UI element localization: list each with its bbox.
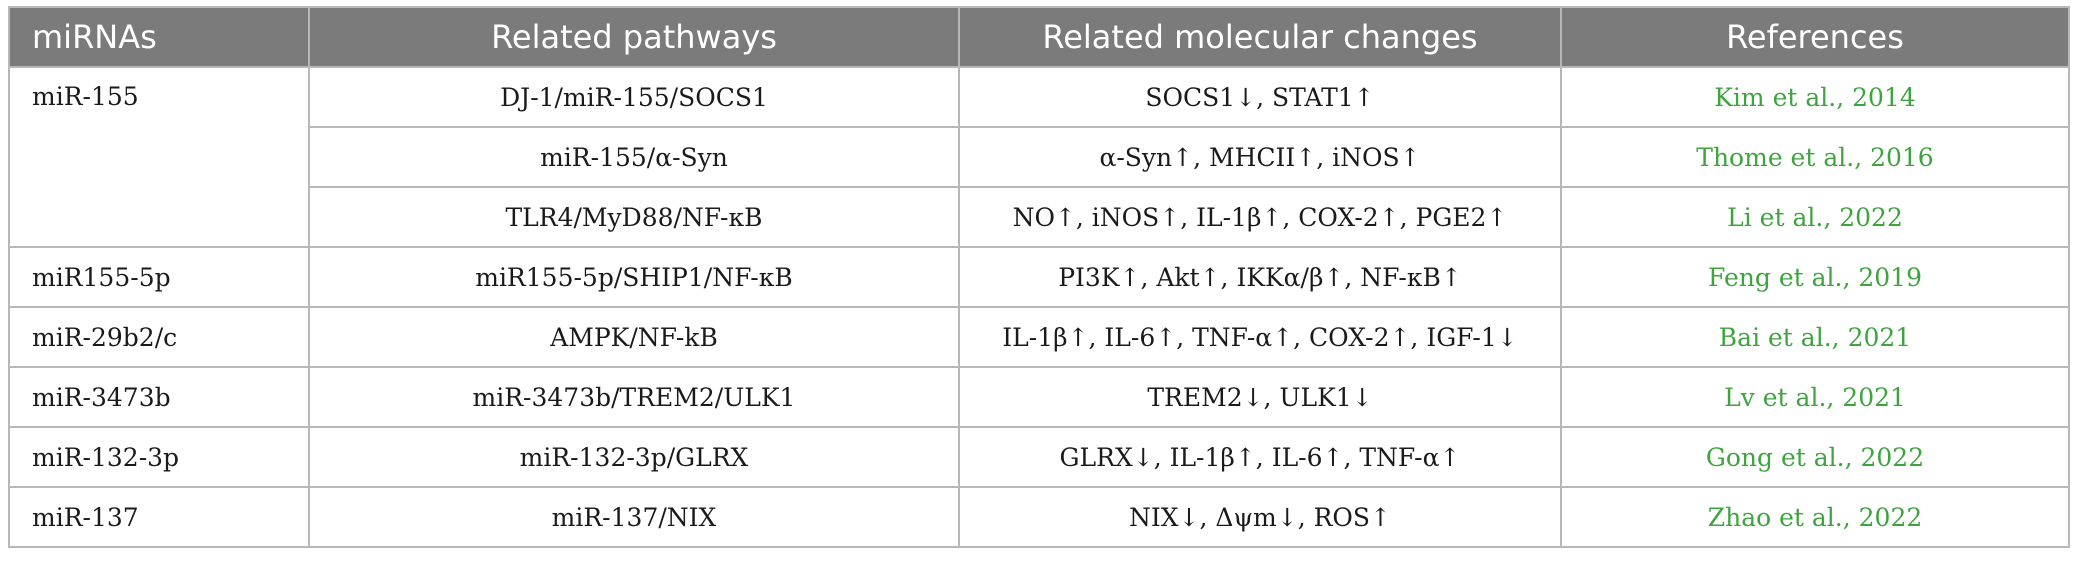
- changes-cell: PI3K↑, Akt↑, IKKα/β↑, NF-κB↑: [958, 246, 1562, 308]
- pathway-cell: TLR4/MyD88/NF-κB: [308, 186, 960, 248]
- mirna-table: miRNAs Related pathways Related molecula…: [8, 6, 2070, 548]
- pathway-cell: miR-132-3p/GLRX: [308, 426, 960, 488]
- reference-year-link[interactable]: 2019: [1858, 262, 1922, 292]
- reference-cell: Zhao et al., 2022: [1560, 486, 2070, 548]
- reference-year-link[interactable]: 2014: [1852, 82, 1916, 112]
- mirna-cell: miR155-5p: [8, 246, 310, 308]
- changes-cell: NO↑, iNOS↑, IL-1β↑, COX-2↑, PGE2↑: [958, 186, 1562, 248]
- header-references: References: [1560, 6, 2070, 68]
- reference-author-link[interactable]: Li et al.,: [1727, 202, 1832, 232]
- mirna-cell: miR-137: [8, 486, 310, 548]
- table-row: TLR4/MyD88/NF-κB NO↑, iNOS↑, IL-1β↑, COX…: [9, 186, 2070, 248]
- reference-cell: Li et al., 2022: [1560, 186, 2070, 248]
- pathway-cell: miR-137/NIX: [308, 486, 960, 548]
- header-mirnas: miRNAs: [8, 6, 310, 68]
- reference-cell: Gong et al., 2022: [1560, 426, 2070, 488]
- reference-author-link[interactable]: Gong et al.,: [1705, 442, 1853, 472]
- reference-author-link[interactable]: Feng et al.,: [1708, 262, 1851, 292]
- reference-year-link[interactable]: 2016: [1870, 142, 1934, 172]
- changes-cell: TREM2↓, ULK1↓: [958, 366, 1562, 428]
- reference-author-link[interactable]: Thome et al.,: [1696, 142, 1863, 172]
- pathway-cell: miR-155/α-Syn: [308, 126, 960, 188]
- mirna-cell: miR-29b2/c: [8, 306, 310, 368]
- table-row: miR-155/α-Syn α-Syn↑, MHCII↑, iNOS↑ Thom…: [9, 126, 2070, 188]
- table-row: miR155-5p miR155-5p/SHIP1/NF-κB PI3K↑, A…: [8, 246, 2070, 308]
- changes-cell: SOCS1↓, STAT1↑: [958, 66, 1562, 128]
- mirna-cell: miR-132-3p: [8, 426, 310, 488]
- table-row: miR-29b2/c AMPK/NF-kB IL-1β↑, IL-6↑, TNF…: [8, 306, 2070, 368]
- reference-author-link[interactable]: Bai et al.,: [1718, 322, 1840, 352]
- reference-cell: Bai et al., 2021: [1560, 306, 2070, 368]
- table-row: miR-137 miR-137/NIX NIX↓, Δψm↓, ROS↑ Zha…: [8, 486, 2070, 548]
- pathway-cell: miR-3473b/TREM2/ULK1: [308, 366, 960, 428]
- reference-year-link[interactable]: 2021: [1842, 382, 1906, 412]
- reference-cell: Kim et al., 2014: [1560, 66, 2070, 128]
- table-row: miR-132-3p miR-132-3p/GLRX GLRX↓, IL-1β↑…: [8, 426, 2070, 488]
- mirna-cell: miR-3473b: [8, 366, 310, 428]
- changes-cell: GLRX↓, IL-1β↑, IL-6↑, TNF-α↑: [958, 426, 1562, 488]
- reference-cell: Feng et al., 2019: [1560, 246, 2070, 308]
- changes-cell: NIX↓, Δψm↓, ROS↑: [958, 486, 1562, 548]
- reference-year-link[interactable]: 2022: [1839, 202, 1903, 232]
- reference-year-link[interactable]: 2022: [1858, 502, 1923, 532]
- reference-cell: Thome et al., 2016: [1560, 126, 2070, 188]
- changes-cell: IL-1β↑, IL-6↑, TNF-α↑, COX-2↑, IGF-1↓: [958, 306, 1562, 368]
- reference-cell: Lv et al., 2021: [1560, 366, 2070, 428]
- reference-year-link[interactable]: 2021: [1847, 322, 1912, 352]
- header-related-molecular-changes: Related molecular changes: [958, 6, 1562, 68]
- changes-cell: α-Syn↑, MHCII↑, iNOS↑: [958, 126, 1562, 188]
- reference-year-link[interactable]: 2022: [1860, 442, 1925, 472]
- reference-author-link[interactable]: Kim et al.,: [1714, 82, 1845, 112]
- mirna-cell: miR-155: [8, 66, 310, 248]
- reference-author-link[interactable]: Lv et al.,: [1724, 382, 1835, 412]
- reference-author-link[interactable]: Zhao et al.,: [1707, 502, 1851, 532]
- header-row: miRNAs Related pathways Related molecula…: [8, 6, 2070, 68]
- table-row: miR-155 DJ-1/miR-155/SOCS1 SOCS1↓, STAT1…: [8, 66, 2070, 248]
- pathway-cell: DJ-1/miR-155/SOCS1: [308, 66, 960, 128]
- pathway-cell: miR155-5p/SHIP1/NF-κB: [308, 246, 960, 308]
- table-row: miR-3473b miR-3473b/TREM2/ULK1 TREM2↓, U…: [8, 366, 2070, 428]
- pathway-cell: AMPK/NF-kB: [308, 306, 960, 368]
- header-related-pathways: Related pathways: [308, 6, 960, 68]
- mirna-table-container: miRNAs Related pathways Related molecula…: [8, 6, 2070, 548]
